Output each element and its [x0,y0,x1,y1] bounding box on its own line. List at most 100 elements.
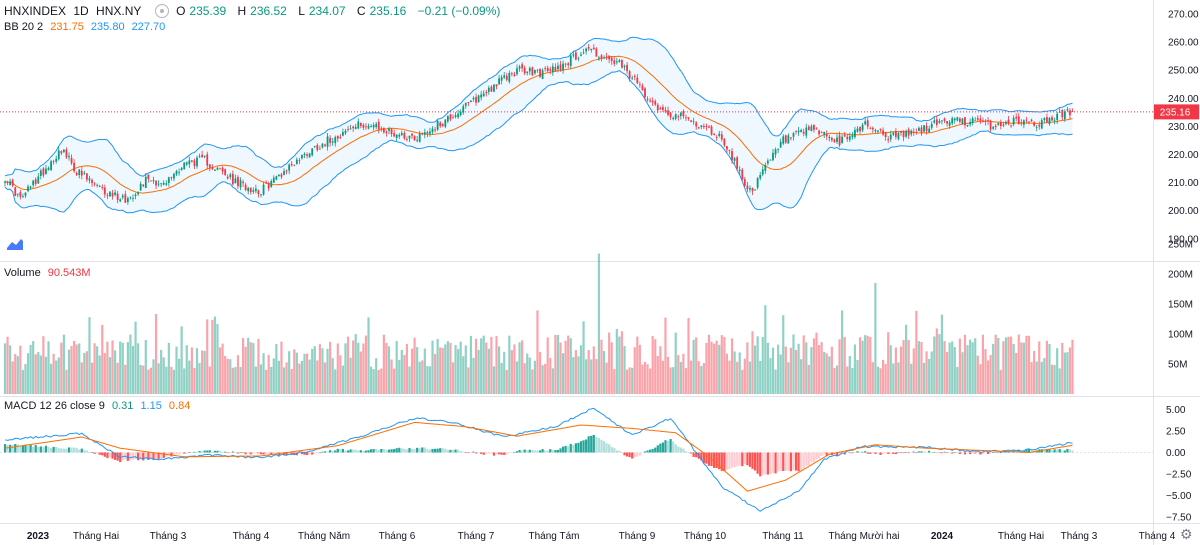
candle-body [126,198,129,202]
candle-body [139,183,142,191]
volume-bar [441,347,444,394]
volume-bar [236,355,240,394]
candle-body [685,116,687,118]
macd-hist-bar [369,449,373,453]
volume-bar [989,354,992,394]
volume-bar [1048,343,1051,394]
volume-bar [892,363,895,394]
macd-hist-bar [546,450,549,453]
macd-hist-bar [1022,451,1025,453]
volume-bar [825,353,828,394]
interval[interactable]: 1D [73,4,89,18]
macd-hist-bar [674,444,677,453]
candle-body [242,181,244,184]
volume-bar [556,335,560,394]
volume-bar [902,339,905,394]
volume-legend[interactable]: Volume 90.543M [4,267,95,279]
macd-hist-bar [423,447,426,453]
candle-body [994,125,997,128]
gear-icon[interactable]: ⚙ [1180,526,1193,542]
candle-body [777,149,780,151]
macd-hist-bar [55,447,58,453]
macd-hist-bar [912,451,915,453]
macd-hist-bar [372,449,375,453]
macd-hist-bar [1025,449,1028,453]
macd-legend[interactable]: MACD 12 26 close 9 0.31 1.15 0.84 [4,400,194,412]
candle-body [613,60,616,64]
volume-label[interactable]: Volume [4,267,41,279]
wave-icon[interactable] [6,236,24,252]
volume-bar [428,366,432,394]
bb-legend[interactable]: BB 20 2 231.75 235.80 227.70 [4,21,169,33]
volume-bar [728,360,731,394]
symbol-legend[interactable]: HNXINDEX 1D HNX.NY O 235.39 H 236.52 L 234.… [4,3,504,19]
volume-bar [697,361,700,394]
volume-bar [201,350,204,394]
macd-hist-bar [707,452,711,466]
volume-bar [403,355,406,394]
volume-bar [631,367,634,394]
candle-body [825,134,828,137]
macd-hist-bar [1043,450,1046,453]
macd-hist-bar [364,450,368,453]
volume-bar [526,353,529,394]
macd-hist-bar [500,452,503,455]
macd-hist-bar [1061,450,1064,453]
candle-body [326,136,329,147]
macd-hist-bar [971,452,974,454]
candle-body [62,149,65,152]
volume-bar [316,360,319,394]
macd-hist-bar [817,452,821,459]
macd-hist-bar [113,452,117,460]
candle-body [749,187,751,190]
macd-hist-bar [26,445,30,453]
volume-bar [433,354,437,394]
time-tick-label: Tháng 3 [1061,531,1098,542]
candle-body [280,174,283,177]
candle-body [1033,122,1036,126]
volume-bar [866,335,869,394]
macd-hist-bar [382,449,385,453]
macd-hist-bar [349,449,352,453]
macd-hist-bar [14,443,17,453]
macd-hist-bar [782,452,785,472]
macd-hist-bar [39,446,42,453]
time-tick-label: Tháng 7 [458,531,495,542]
volume-bar [546,337,549,394]
macd-hist-bar [533,450,537,453]
eye-icon[interactable] [154,3,169,18]
bb-basis-line [4,55,1073,194]
macd-hist-bar [856,451,859,453]
candle-body [513,74,516,77]
candle-body [321,143,324,148]
volume-bar [784,346,787,394]
macd-hist-bar [810,452,813,463]
volume-bar [797,343,800,394]
macd-hist-bar [175,452,178,455]
bb-label[interactable]: BB 20 2 [4,21,44,33]
volume-tick-label: 250M [1168,240,1193,251]
macd-hist-bar [874,452,877,454]
volume-bar [1045,340,1049,394]
candle-body [132,198,134,199]
macd-hist-bar [551,450,554,453]
volume-bar [505,369,508,394]
volume-bar [88,317,91,394]
macd-histogram [3,434,1074,477]
candle-body [1056,113,1059,121]
macd-label[interactable]: MACD 12 26 close 9 [4,400,105,412]
candle-body [948,122,951,126]
candle-body [137,192,140,195]
candle-body [198,156,201,158]
candle-body [654,101,657,105]
volume-bar [382,334,385,394]
candle-body [1040,120,1043,129]
symbol-name[interactable]: HNXINDEX [4,4,67,18]
candle-body [375,123,378,128]
macd-hist-bar [725,452,729,470]
macd-hist-bar [521,450,524,453]
candle-body [45,168,47,175]
volume-bar [65,369,68,394]
candle-body [951,118,954,124]
